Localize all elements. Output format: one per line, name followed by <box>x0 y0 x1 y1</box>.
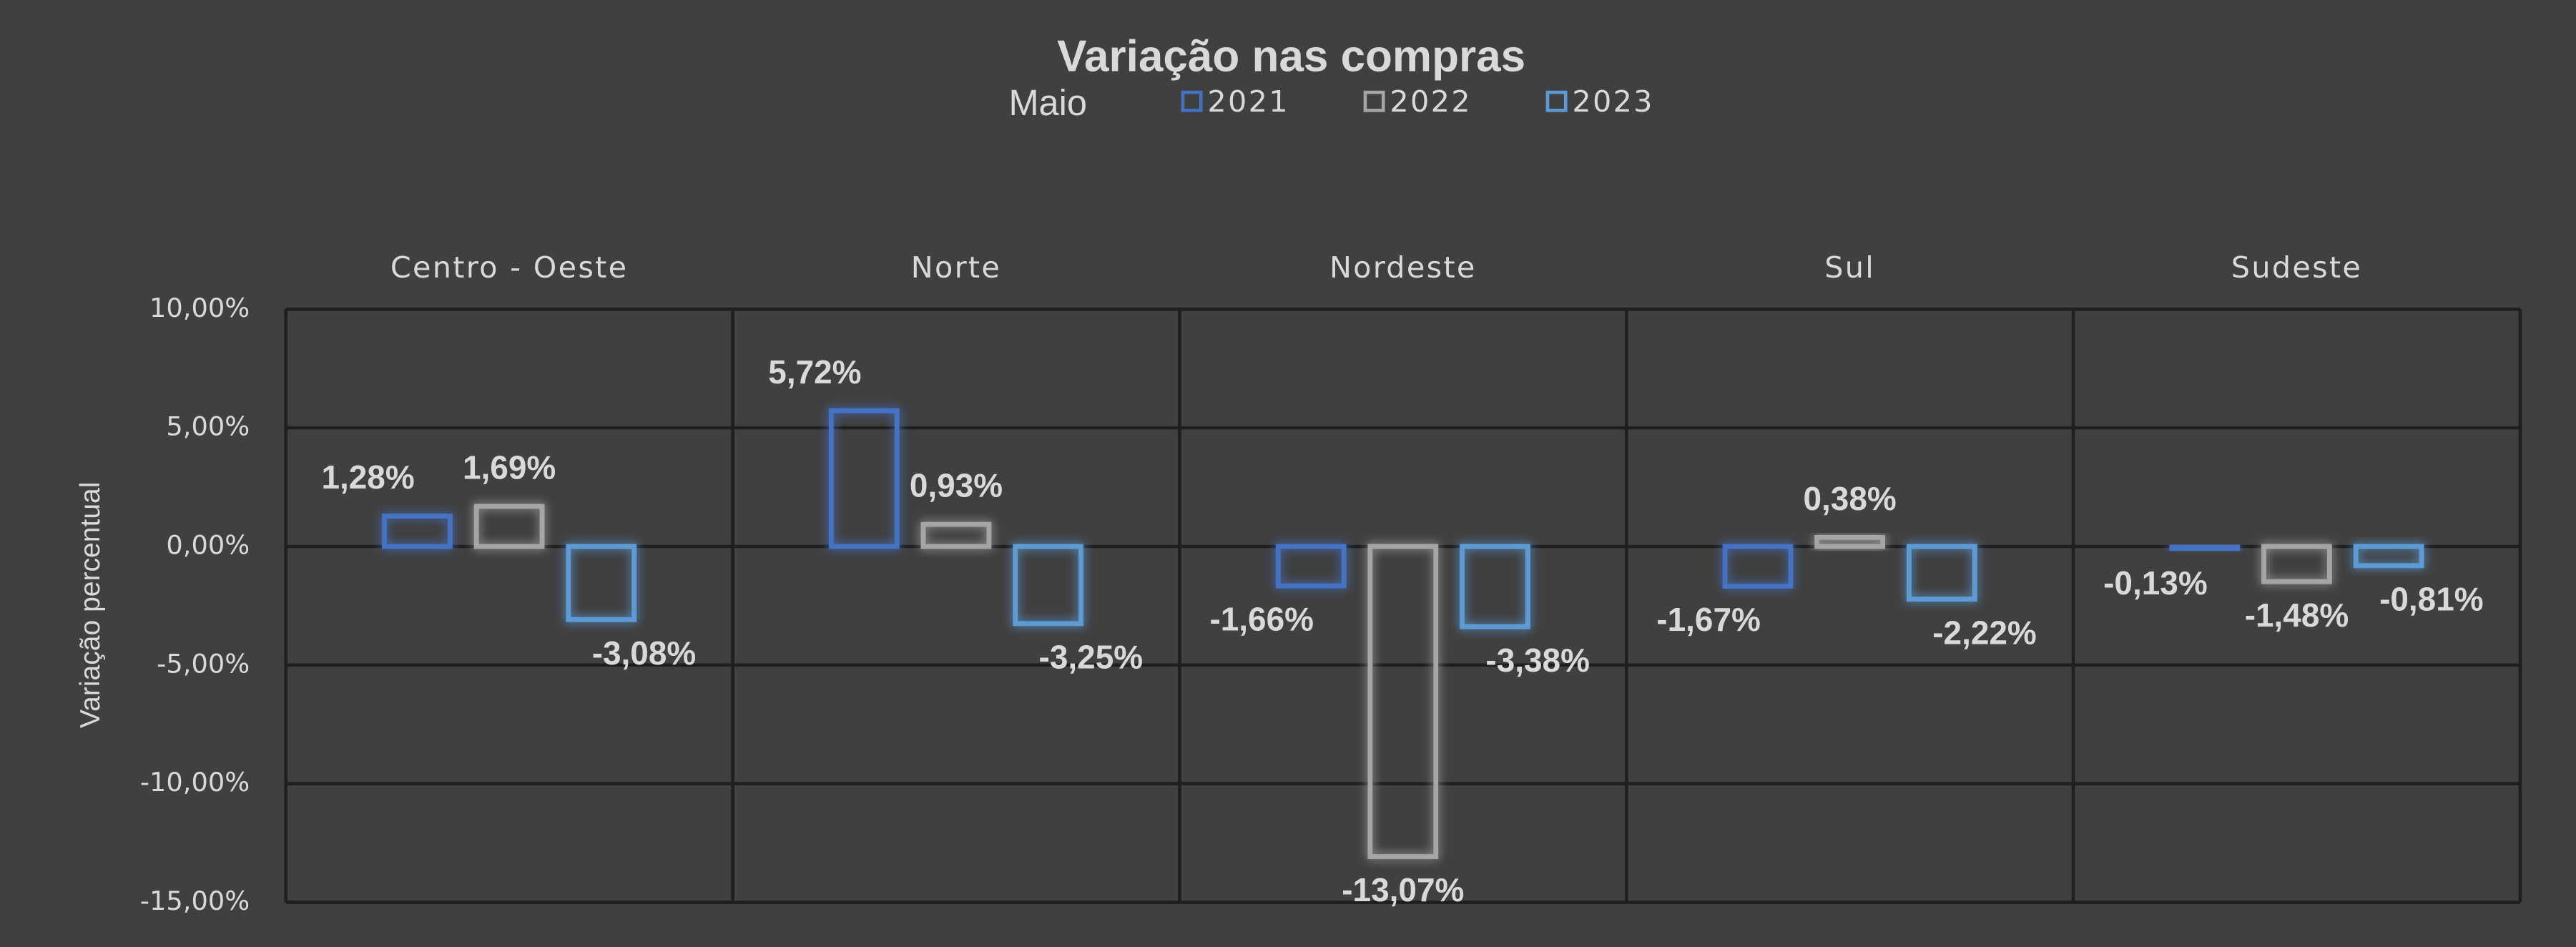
y-axis-label: Variação percentual <box>75 482 106 728</box>
bar <box>920 521 992 549</box>
bar <box>1814 534 1886 549</box>
value-label: 0,93% <box>910 467 1003 504</box>
category-label: Centro - Oeste <box>390 250 629 285</box>
value-label: 1,28% <box>321 458 414 496</box>
chart-title: Variação nas compras <box>1057 31 1525 81</box>
bar <box>566 544 637 622</box>
value-label: -13,07% <box>1342 871 1464 908</box>
value-label: 1,69% <box>463 449 556 486</box>
y-tick-label: 5,00% <box>166 411 250 442</box>
value-label: -3,38% <box>1485 642 1590 679</box>
legend-swatch <box>1545 90 1568 112</box>
category-label: Sudeste <box>2231 250 2362 285</box>
bar <box>382 514 453 549</box>
value-label: -1,48% <box>2245 597 2349 634</box>
value-label: -1,66% <box>1209 601 1314 638</box>
y-tick-label: -15,00% <box>140 885 250 916</box>
legend-label: 2023 <box>1572 84 1653 119</box>
bar <box>828 408 900 549</box>
bar <box>1367 544 1439 859</box>
bar <box>1275 544 1347 589</box>
legend-label: 2022 <box>1390 84 1471 119</box>
y-tick-label: -10,00% <box>140 767 250 798</box>
category-label: Norte <box>911 250 1001 285</box>
legend-swatch <box>1181 90 1203 112</box>
category-label: Sul <box>1824 250 1875 285</box>
legend-label: 2021 <box>1207 84 1289 119</box>
value-label: -3,25% <box>1039 638 1144 675</box>
bar <box>473 504 545 549</box>
legend-swatch <box>1363 90 1385 112</box>
value-label: -0,81% <box>2379 581 2484 618</box>
value-label: 5,72% <box>768 353 861 391</box>
value-label: 0,38% <box>1804 480 1897 517</box>
y-tick-label: -5,00% <box>157 648 250 679</box>
bar <box>2261 544 2332 584</box>
bar <box>1906 544 1977 602</box>
value-label: -0,13% <box>2103 564 2208 602</box>
value-label: -2,22% <box>1932 614 2037 651</box>
value-label: -1,67% <box>1656 601 1761 638</box>
bar <box>1460 544 1530 629</box>
y-tick-label: 0,00% <box>166 529 250 560</box>
bar <box>1013 544 1083 627</box>
value-label: -3,08% <box>592 634 697 672</box>
bar <box>2169 544 2241 552</box>
category-label: Nordeste <box>1329 250 1477 285</box>
chart-subtitle: Maio <box>1008 82 1087 123</box>
bar <box>1722 544 1794 589</box>
y-tick-label: 10,00% <box>149 293 250 323</box>
bar <box>2353 544 2424 569</box>
